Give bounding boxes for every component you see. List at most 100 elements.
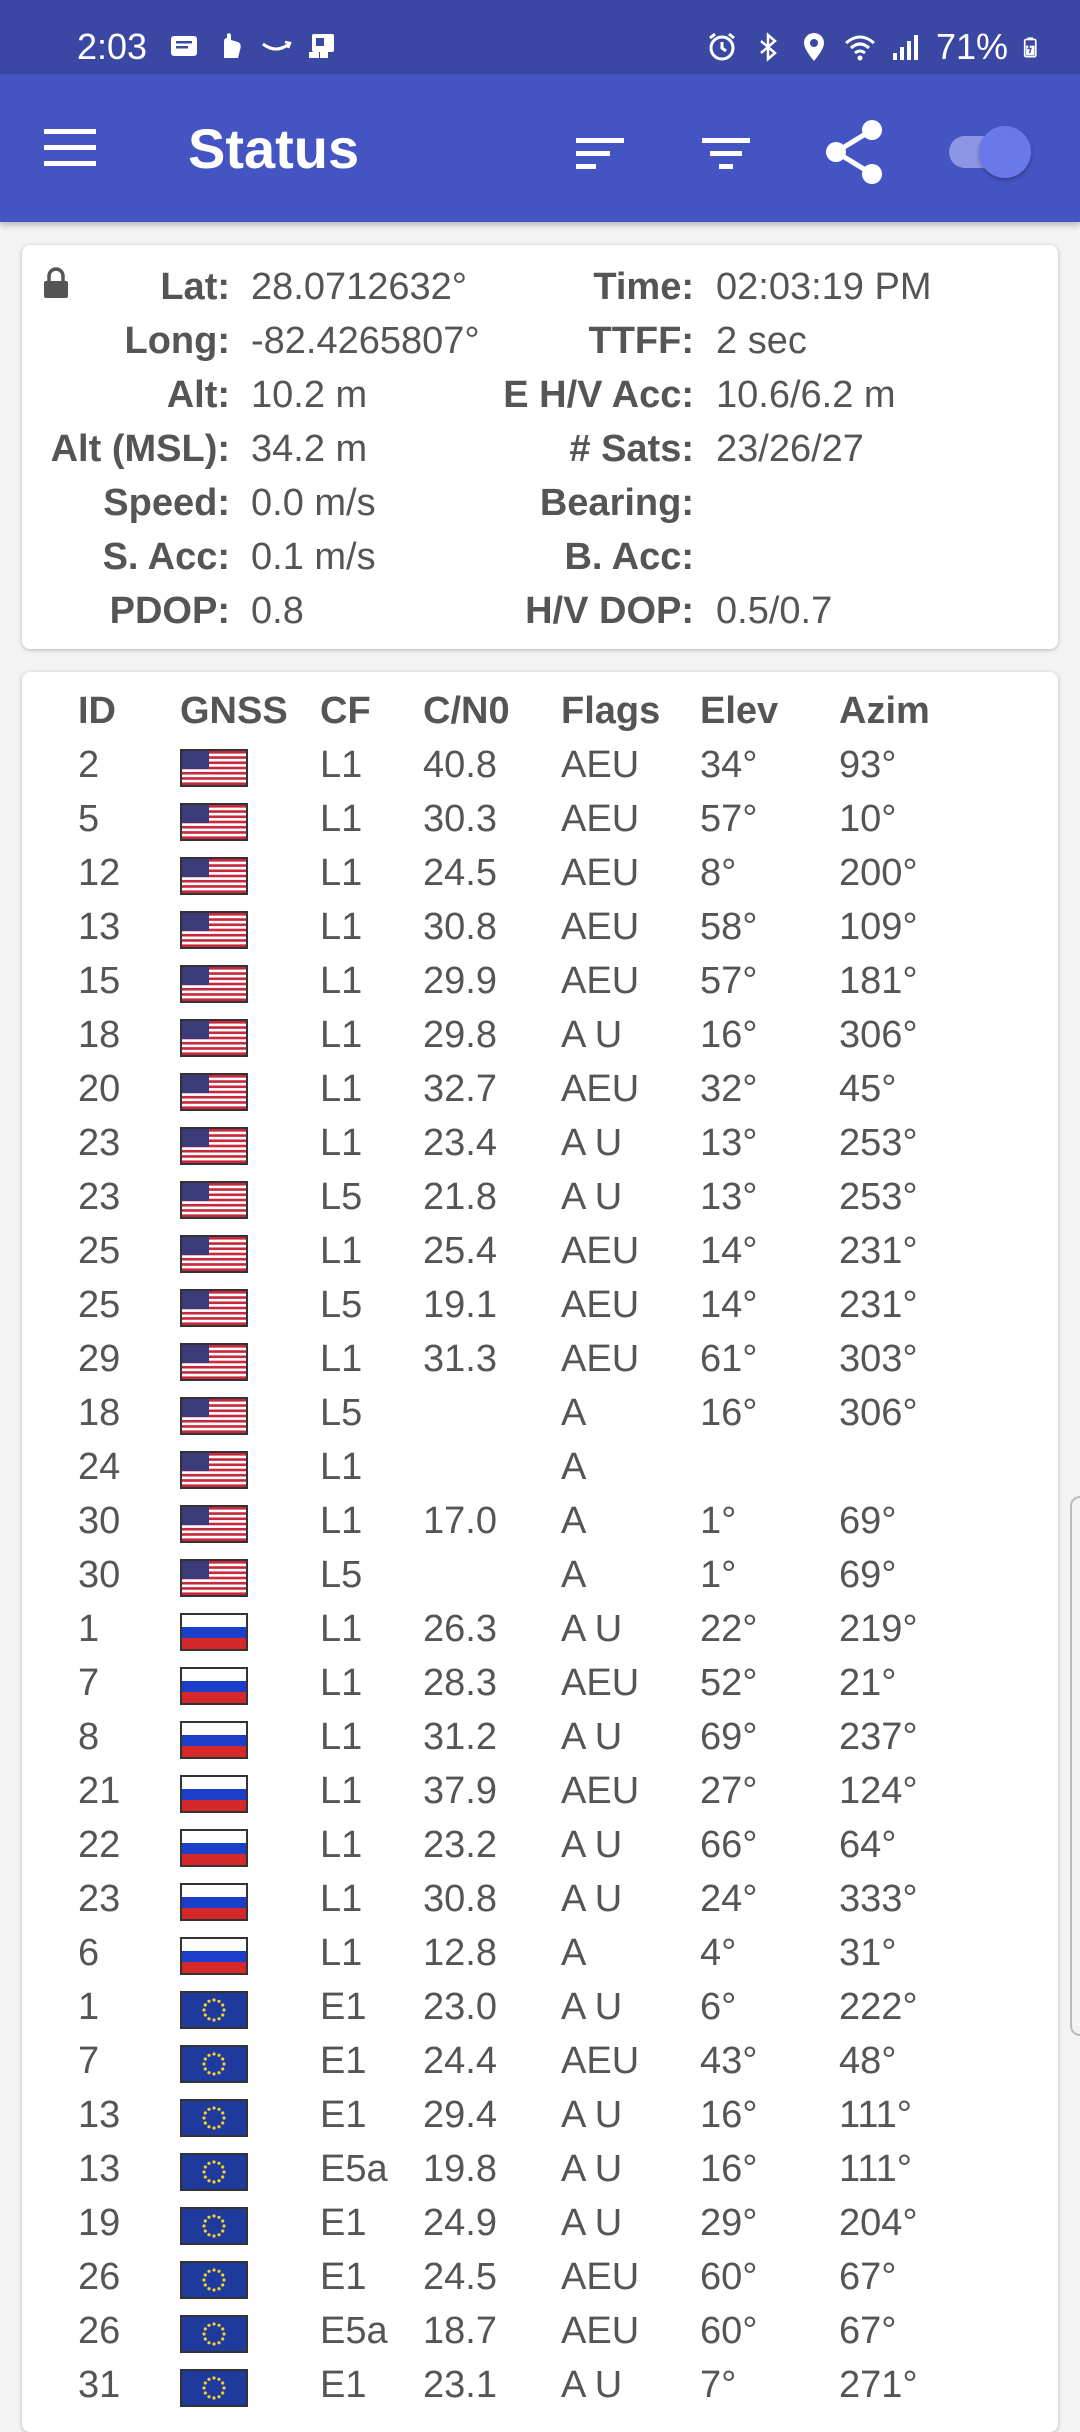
right-field-value: 0.5/0.7 (716, 590, 833, 632)
sat-id-cell: 13 (78, 2094, 121, 2136)
sat-cf-cell: L1 (320, 906, 363, 948)
left-field-label: Speed: (103, 482, 230, 524)
sat-elev-cell: 43° (700, 2040, 758, 2082)
left-field-value: 0.0 m/s (251, 482, 376, 524)
sat-cn0-cell: 23.1 (423, 2364, 497, 2406)
sat-cf-cell: E5a (320, 2310, 388, 2352)
eu-flag-icon (180, 1991, 248, 2029)
right-field-label: TTFF: (588, 320, 694, 362)
sat-azim-cell: 45° (839, 1068, 897, 1110)
russia-flag-icon (180, 1829, 248, 1867)
sat-flags-cell: AEU (561, 1662, 640, 1704)
us-flag-icon (180, 1451, 248, 1489)
sat-elev-cell: 7° (700, 2364, 737, 2406)
sat-id-cell: 12 (78, 852, 121, 894)
sat-id-cell: 31 (78, 2364, 121, 2406)
sat-cn0-cell: 26.3 (423, 1608, 497, 1650)
sat-cf-cell: L1 (320, 1068, 363, 1110)
left-field-value: -82.4265807° (251, 320, 480, 362)
right-field-value: 2 sec (716, 320, 807, 362)
sat-flags-cell: AEU (561, 1284, 640, 1326)
right-field-label: # Sats: (569, 428, 694, 470)
sat-cf-cell: L1 (320, 798, 363, 840)
sat-azim-cell: 69° (839, 1554, 897, 1596)
us-flag-icon (180, 1181, 248, 1219)
header-gnss: GNSS (180, 690, 288, 732)
sat-id-cell: 15 (78, 960, 121, 1002)
sat-elev-cell: 13° (700, 1122, 758, 1164)
sat-cf-cell: L1 (320, 1824, 363, 1866)
us-flag-icon (180, 911, 248, 949)
us-flag-icon (180, 1235, 248, 1273)
sat-flags-cell: A U (561, 2148, 623, 2190)
left-field-label: Lat: (160, 266, 230, 308)
sat-id-cell: 18 (78, 1014, 121, 1056)
sat-azim-cell: 222° (839, 1986, 918, 2028)
sat-id-cell: 25 (78, 1284, 121, 1326)
sat-id-cell: 30 (78, 1554, 121, 1596)
us-flag-icon (180, 857, 248, 895)
sat-azim-cell: 109° (839, 906, 918, 948)
sat-azim-cell: 31° (839, 1932, 897, 1974)
sat-id-cell: 8 (78, 1716, 100, 1758)
sat-azim-cell: 219° (839, 1608, 918, 1650)
left-field-label: PDOP: (109, 590, 230, 632)
sat-id-cell: 2 (78, 744, 100, 786)
us-flag-icon (180, 1019, 248, 1057)
sat-elev-cell: 1° (700, 1500, 737, 1542)
tracking-toggle[interactable] (945, 122, 1033, 182)
left-field-label: Alt (MSL): (50, 428, 230, 470)
sat-azim-cell: 21° (839, 1662, 897, 1704)
sat-cn0-cell: 18.7 (423, 2310, 497, 2352)
sat-flags-cell: A (561, 1932, 587, 1974)
wifi-icon (844, 35, 875, 61)
sat-cf-cell: L1 (320, 1014, 363, 1056)
sat-azim-cell: 303° (839, 1338, 918, 1380)
right-field-label: E H/V Acc: (503, 374, 694, 416)
right-field-label: Bearing: (539, 482, 694, 524)
sat-cn0-cell: 17.0 (423, 1500, 497, 1542)
sort-icon[interactable] (572, 126, 628, 182)
sat-cn0-cell: 29.8 (423, 1014, 497, 1056)
sat-azim-cell: 231° (839, 1284, 918, 1326)
eu-flag-icon (180, 2369, 248, 2407)
scroll-indicator[interactable] (1070, 1496, 1080, 2036)
share-icon[interactable] (824, 118, 884, 186)
us-flag-icon (180, 1289, 248, 1327)
sat-cn0-cell: 40.8 (423, 744, 497, 786)
sat-flags-cell: AEU (561, 1770, 640, 1812)
sat-flags-cell: A (561, 1500, 587, 1542)
sat-cf-cell: E1 (320, 1986, 367, 2028)
sat-azim-cell: 271° (839, 2364, 918, 2406)
sat-cf-cell: L1 (320, 1932, 363, 1974)
sat-cn0-cell: 37.9 (423, 1770, 497, 1812)
sat-azim-cell: 64° (839, 1824, 897, 1866)
sat-cn0-cell: 19.1 (423, 1284, 497, 1326)
sat-elev-cell: 66° (700, 1824, 758, 1866)
header-id: ID (78, 690, 116, 732)
filter-icon[interactable] (698, 126, 754, 182)
lock-icon[interactable] (42, 267, 70, 299)
sat-elev-cell: 57° (700, 960, 758, 1002)
sat-flags-cell: AEU (561, 798, 640, 840)
sat-id-cell: 1 (78, 1986, 100, 2028)
us-flag-icon (180, 1127, 248, 1165)
message-icon (171, 36, 197, 56)
signal-icon (892, 35, 918, 60)
page-title: Status (188, 117, 360, 180)
sat-azim-cell: 306° (839, 1014, 918, 1056)
sat-id-cell: 7 (78, 2040, 100, 2082)
sat-cf-cell: E1 (320, 2364, 367, 2406)
eu-flag-icon (180, 2261, 248, 2299)
sat-flags-cell: AEU (561, 2040, 640, 2082)
left-field-value: 28.0712632° (251, 266, 467, 308)
sat-flags-cell: A U (561, 2202, 623, 2244)
menu-icon[interactable] (44, 127, 96, 169)
right-field-value: 23/26/27 (716, 428, 864, 470)
us-flag-icon (180, 1073, 248, 1111)
sat-flags-cell: A (561, 1446, 587, 1488)
sat-cf-cell: L5 (320, 1554, 363, 1596)
sat-azim-cell: 10° (839, 798, 897, 840)
sat-id-cell: 23 (78, 1122, 121, 1164)
sat-cn0-cell: 23.4 (423, 1122, 497, 1164)
